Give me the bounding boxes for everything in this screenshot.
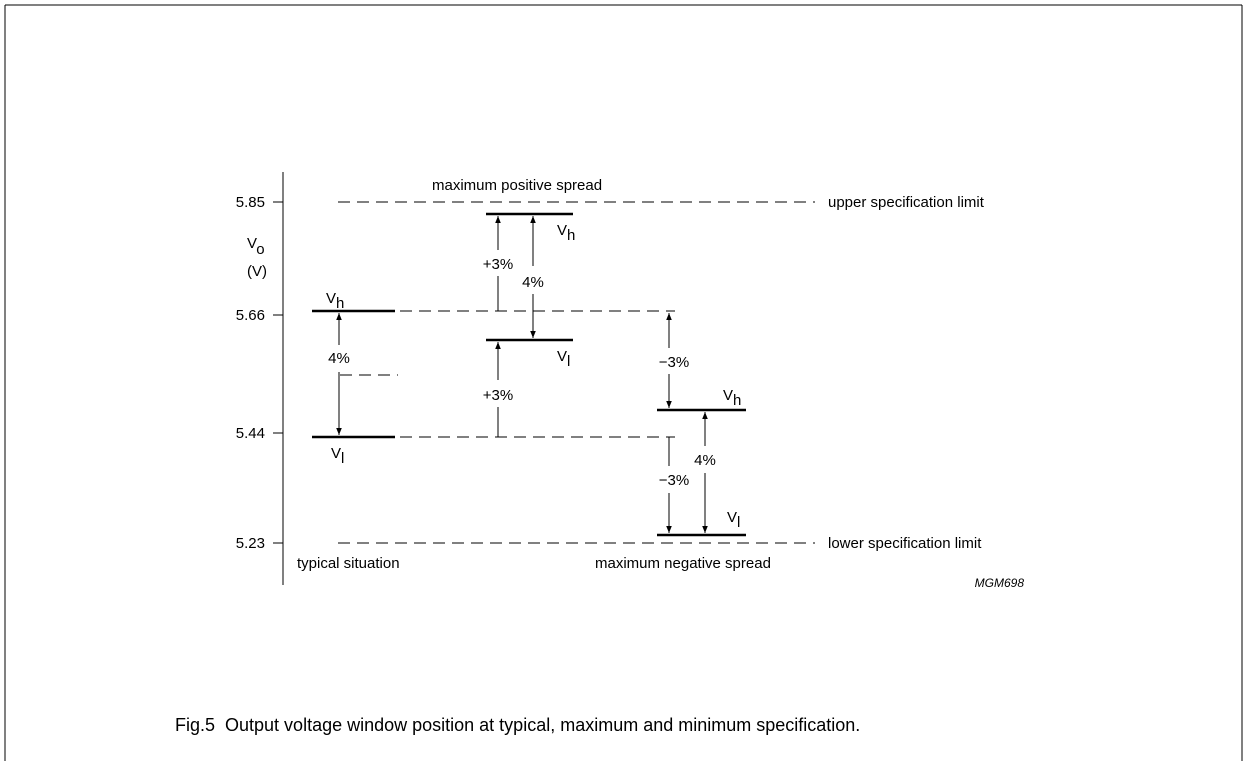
scenario-title: typical situation (297, 555, 400, 572)
tick-label: 5.44 (236, 425, 265, 442)
axis-unit: (V) (247, 263, 267, 280)
caption: Fig.5 Output voltage window position at … (175, 715, 860, 735)
level-label: Vh (723, 387, 741, 409)
limit-label: lower specification limit (828, 535, 982, 552)
tick-label: 5.85 (236, 194, 265, 211)
level-label: Vh (557, 222, 575, 244)
percent-label: −3% (659, 472, 689, 489)
arrows (336, 216, 708, 533)
level-label: Vl (557, 348, 570, 370)
axis-label: Vo (247, 235, 265, 258)
level-label: Vh (326, 290, 344, 312)
tick-label: 5.66 (236, 307, 265, 324)
limit-label: upper specification limit (828, 194, 985, 211)
scenario-title: maximum positive spread (432, 177, 602, 194)
level-label: Vl (727, 509, 740, 531)
frame (4, 4, 1243, 761)
percent-label: 4% (522, 274, 544, 291)
level-label: Vl (331, 445, 344, 467)
scenario-title: maximum negative spread (595, 555, 771, 572)
percent-label: +3% (483, 256, 513, 273)
percent-label: +3% (483, 387, 513, 404)
percent-label: 4% (328, 350, 350, 367)
percent-label: 4% (694, 452, 716, 469)
lines (312, 201, 815, 544)
percent-label: −3% (659, 354, 689, 371)
figure-code: MGM698 (975, 576, 1025, 590)
axis: 5.85 5.66 5.44 5.23 Vo (V) (236, 172, 284, 585)
tick-label: 5.23 (236, 535, 265, 552)
